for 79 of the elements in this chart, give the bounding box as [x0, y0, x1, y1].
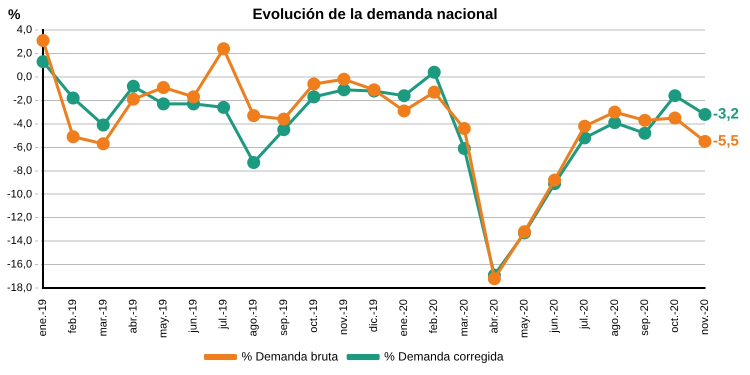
point [187, 90, 200, 104]
x-tick-label: ene.-19 [37, 299, 50, 336]
point [428, 86, 441, 99]
y-tick-label: -14,0 [6, 235, 32, 248]
point [307, 90, 320, 104]
point [638, 126, 652, 140]
point [96, 118, 110, 132]
y-tick-label: -10,0 [6, 188, 32, 200]
data-label: -3,2 [713, 106, 739, 123]
x-tick-label: may.-20 [518, 299, 531, 338]
x-tick-label: jun.-20 [548, 299, 561, 334]
x-tick-label: mar.-20 [458, 299, 470, 336]
x-tick-label: nov.-20 [699, 299, 712, 335]
x-tick-label: may.-19 [157, 299, 170, 338]
x-tick-label: jul.-20 [578, 299, 591, 330]
y-tick-label: -16,0 [6, 258, 32, 271]
point [247, 109, 260, 122]
y-tick-label: -8,0 [13, 164, 32, 177]
x-tick-label: sep.-20 [638, 299, 651, 336]
point [398, 104, 411, 118]
x-tick-label: ene.-20 [398, 299, 410, 336]
point [458, 122, 471, 136]
x-tick-label: sep.-19 [278, 299, 290, 336]
legend-label: % Demanda bruta [241, 349, 338, 364]
x-tick-label: feb.-19 [67, 299, 80, 334]
point [126, 80, 140, 93]
point [217, 100, 230, 114]
point [66, 92, 80, 105]
data-label: -5,5 [713, 132, 739, 150]
y-tick-label: 4,0 [16, 24, 32, 36]
x-tick-label: ago.-20 [608, 299, 621, 336]
y-tick-label: -4,0 [13, 118, 32, 130]
chart-title: Evolución de la demanda nacional [252, 6, 498, 23]
point [36, 34, 50, 48]
point [66, 130, 80, 144]
point [428, 66, 441, 79]
point [277, 112, 290, 126]
point [668, 111, 682, 124]
y-axis-title: % [8, 6, 20, 22]
point [578, 120, 592, 133]
point [668, 89, 682, 102]
point [126, 92, 140, 106]
point [698, 108, 712, 121]
point [548, 174, 562, 187]
point [36, 55, 50, 68]
x-tick-label: oct.-20 [668, 299, 681, 333]
point [608, 116, 622, 130]
point [96, 137, 110, 150]
y-tick-label: 2,0 [16, 47, 32, 60]
point [337, 72, 350, 86]
point [156, 80, 170, 94]
x-tick-label: nov.-19 [338, 299, 350, 335]
point [217, 42, 230, 56]
x-tick-label: ago.-19 [248, 299, 260, 336]
y-tick-label: 0,0 [16, 70, 32, 83]
legend-label: % Demanda corregida [384, 349, 504, 364]
y-tick-label: -6,0 [13, 141, 32, 154]
point [337, 83, 350, 96]
x-tick-label: jul.-19 [218, 299, 230, 330]
point [578, 131, 592, 144]
point [608, 106, 622, 119]
y-tick-label: -12,0 [6, 212, 32, 224]
point [638, 114, 652, 127]
point [488, 272, 501, 286]
y-tick-label: -18,0 [6, 282, 32, 294]
x-tick-label: oct.-19 [308, 299, 320, 333]
point [398, 89, 411, 102]
y-tick-label: -2,0 [13, 94, 32, 106]
x-tick-label: abr.-20 [488, 299, 500, 334]
x-tick-label: mar.-19 [97, 299, 110, 336]
x-tick-label: dic.-19 [368, 299, 380, 332]
point [247, 156, 260, 170]
point [277, 123, 290, 136]
point [156, 97, 170, 110]
x-tick-label: abr.-19 [127, 299, 140, 334]
point [307, 77, 320, 90]
x-tick-label: feb.-20 [428, 299, 440, 334]
x-tick-label: jun.-19 [188, 299, 200, 334]
point [698, 134, 712, 148]
